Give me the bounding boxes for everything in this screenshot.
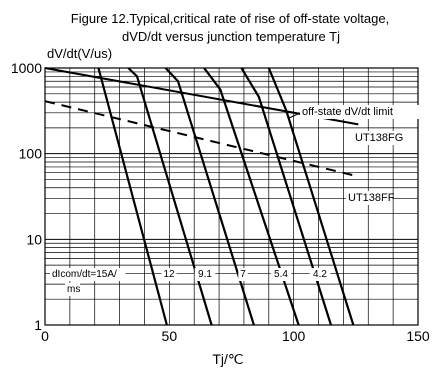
x-tick-label: 50 [162, 328, 178, 344]
dicom-value-label-bg [161, 268, 177, 281]
dicom-value-label: 4.2 [309, 268, 331, 281]
dicom-label-line2-bg [65, 283, 80, 296]
limit-pointer [288, 112, 301, 119]
limit-label: off-state dV/dt limit [300, 105, 432, 119]
y-tick-label: 1000 [11, 60, 42, 76]
dicom-value-label-bg [194, 268, 216, 281]
series-line [97, 67, 168, 326]
x-tick-label: 100 [282, 328, 306, 344]
dicom-value-label: 12 [161, 268, 177, 281]
y-tick-label: 100 [19, 146, 43, 162]
dicom-value-label-bg [238, 268, 248, 281]
chart-title: Figure 12.Typical,critical rate of rise … [71, 11, 389, 26]
series-line [164, 67, 255, 326]
dicom-label-line1-bg [50, 268, 126, 281]
plot-frame [44, 67, 419, 326]
chart-subtitle: dVD/dt versus junction temperature Tj [122, 29, 340, 44]
dicom-value-label-bg [309, 268, 331, 281]
dicom-value-label-text: 12 [163, 269, 175, 280]
series-line [267, 67, 355, 326]
dicom-label-line1-text: dIcom/dt=15A/ [52, 269, 117, 280]
annotation-layer: off-state dV/dt limit UT138FG UT138FF dIcom… [50, 105, 432, 296]
series-layer [44, 67, 359, 326]
dicom-label-line2-text: ms [67, 284, 80, 295]
x-axis-label: Tj/℃ [212, 351, 243, 367]
dicom-value-label: 5.4 [270, 268, 292, 281]
dicom-value-label: 7 [238, 268, 248, 281]
y-tick-label: 10 [26, 231, 42, 247]
dicom-value-label-text: 4.2 [313, 269, 327, 280]
y-tick-label: 1 [34, 317, 42, 333]
series-line [127, 67, 213, 326]
x-tick-label: 150 [406, 328, 430, 344]
series-line [240, 67, 333, 326]
dicom-label-line1: dIcom/dt=15A/ [50, 268, 126, 281]
series-line [203, 67, 300, 326]
label-ut138fg-bg [353, 131, 400, 145]
label-ut138ff-bg [346, 191, 393, 205]
label-ut138fg-text: UT138FG [355, 132, 403, 144]
dicom-label-line2: ms [65, 283, 80, 296]
dicom-value-label-bg [270, 268, 292, 281]
limit-label-text: off-state dV/dt limit [302, 106, 393, 118]
dicom-value-label-text: 7 [240, 269, 246, 280]
label-ut138ff: UT138FF [346, 191, 395, 205]
dicom-value-label: 9.1 [194, 268, 216, 281]
axis-ticks: 0 50 100 150 1 10 100 1000 [11, 60, 430, 344]
x-tick-label: 0 [41, 328, 49, 344]
label-ut138ff-text: UT138FF [348, 192, 395, 204]
y-axis-label: dV/dt(V/us) [47, 46, 112, 61]
dicom-value-label-text: 9.1 [198, 269, 212, 280]
label-ut138fg: UT138FG [353, 131, 403, 145]
dicom-value-label-text: 5.4 [274, 269, 288, 280]
limit-label-bg [300, 105, 432, 119]
grid [44, 67, 419, 326]
